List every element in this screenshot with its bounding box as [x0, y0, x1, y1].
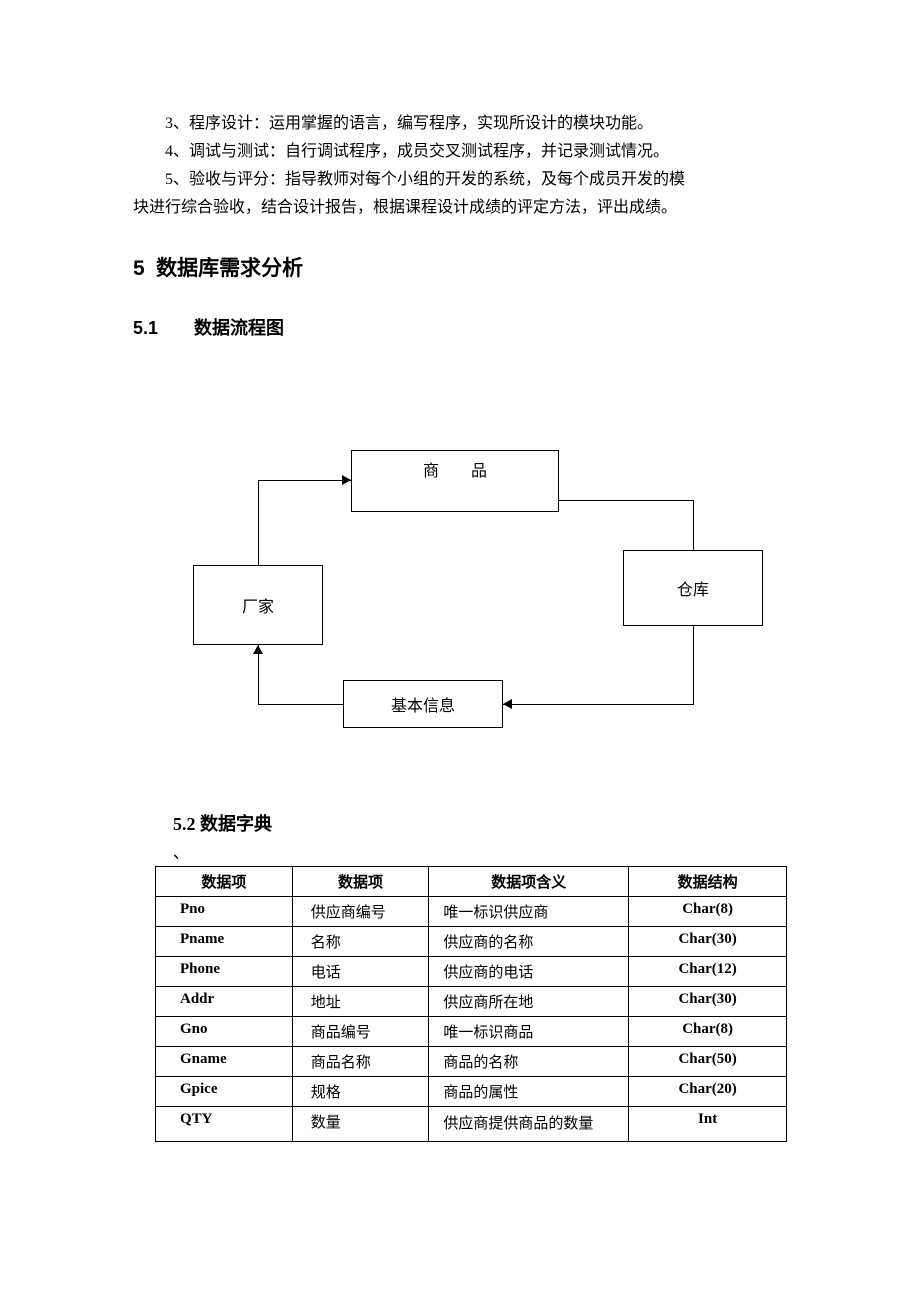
table-cell: 供应商提供商品的数量 [429, 1107, 629, 1142]
table-cell: Pno [156, 897, 293, 927]
table-cell: Phone [156, 957, 293, 987]
table-cell: 供应商的名称 [429, 927, 629, 957]
node-info-label: 基本信息 [391, 692, 455, 716]
table-cell: Char(30) [629, 987, 787, 1017]
table-row: Gno商品编号唯一标识商品Char(8) [156, 1017, 787, 1047]
table-cell: Gpice [156, 1077, 293, 1107]
stray-mark: 、 [173, 844, 787, 864]
table-cell: 供应商编号 [292, 897, 429, 927]
table-cell: 唯一标识商品 [429, 1017, 629, 1047]
table-cell: 唯一标识供应商 [429, 897, 629, 927]
node-goods: 商 品 [351, 450, 559, 512]
heading-section-5-1: 5.1 数据流程图 [133, 314, 787, 340]
table-row: QTY数量供应商提供商品的数量Int [156, 1107, 787, 1142]
edge-factory-goods-v [258, 480, 259, 565]
table-header-cell: 数据项含义 [429, 867, 629, 897]
table-cell: 商品编号 [292, 1017, 429, 1047]
heading-number: 5 [133, 257, 156, 281]
heading-text: 数据库需求分析 [156, 257, 303, 280]
table-cell: 地址 [292, 987, 429, 1017]
arrow-warehouse-info [503, 699, 512, 709]
table-cell: Char(20) [629, 1077, 787, 1107]
node-factory: 厂家 [193, 565, 323, 645]
table-cell: 规格 [292, 1077, 429, 1107]
heading-section-5-2: 5.2 数据字典 [173, 810, 787, 836]
edge-goods-warehouse-h [559, 500, 693, 501]
table-cell: Char(50) [629, 1047, 787, 1077]
table-cell: Char(12) [629, 957, 787, 987]
edge-warehouse-info-v [693, 626, 694, 704]
table-cell: Gname [156, 1047, 293, 1077]
edge-warehouse-info-h [503, 704, 694, 705]
table-cell: 商品的名称 [429, 1047, 629, 1077]
table-cell: 供应商所在地 [429, 987, 629, 1017]
data-flow-diagram: 商 品 厂家 仓库 基本信息 [133, 380, 783, 760]
edge-info-factory-v [258, 645, 259, 705]
table-header-cell: 数据结构 [629, 867, 787, 897]
table-row: Gpice规格商品的属性Char(20) [156, 1077, 787, 1107]
node-goods-label: 商 品 [423, 457, 487, 481]
node-factory-label: 厂家 [242, 593, 274, 617]
table-cell: 数量 [292, 1107, 429, 1142]
edge-info-factory-h [258, 704, 343, 705]
table-cell: 名称 [292, 927, 429, 957]
paragraph-5a: 5、验收与评分：指导教师对每个小组的开发的系统，及每个成员开发的模 [133, 166, 787, 194]
node-warehouse: 仓库 [623, 550, 763, 626]
node-warehouse-label: 仓库 [677, 576, 709, 600]
node-info: 基本信息 [343, 680, 503, 728]
table-row: Pno供应商编号唯一标识供应商Char(8) [156, 897, 787, 927]
table-cell: Pname [156, 927, 293, 957]
table-body: Pno供应商编号唯一标识供应商Char(8)Pname名称供应商的名称Char(… [156, 897, 787, 1142]
table-cell: 供应商的电话 [429, 957, 629, 987]
table-cell: Addr [156, 987, 293, 1017]
table-cell: 电话 [292, 957, 429, 987]
table-row: Pname名称供应商的名称Char(30) [156, 927, 787, 957]
table-header-cell: 数据项 [292, 867, 429, 897]
table-row: Addr地址供应商所在地Char(30) [156, 987, 787, 1017]
edge-goods-warehouse-v [693, 500, 694, 550]
table-cell: Gno [156, 1017, 293, 1047]
heading-section-5: 5数据库需求分析 [133, 252, 787, 282]
table-cell: Int [629, 1107, 787, 1142]
table-cell: 商品名称 [292, 1047, 429, 1077]
table-cell: Char(8) [629, 897, 787, 927]
table-cell: QTY [156, 1107, 293, 1142]
table-row: Gname商品名称商品的名称Char(50) [156, 1047, 787, 1077]
table-row: Phone电话供应商的电话Char(12) [156, 957, 787, 987]
paragraph-3: 3、程序设计：运用掌握的语言，编写程序，实现所设计的模块功能。 [133, 110, 787, 138]
arrow-factory-goods [342, 475, 351, 485]
paragraph-5b: 块进行综合验收，结合设计报告，根据课程设计成绩的评定方法，评出成绩。 [133, 194, 787, 222]
data-dictionary-table: 数据项 数据项 数据项含义 数据结构 Pno供应商编号唯一标识供应商Char(8… [155, 866, 787, 1142]
table-cell: 商品的属性 [429, 1077, 629, 1107]
table-header-cell: 数据项 [156, 867, 293, 897]
edge-factory-goods-h [258, 480, 351, 481]
table-cell: Char(8) [629, 1017, 787, 1047]
arrow-info-factory [253, 645, 263, 654]
paragraph-4: 4、调试与测试：自行调试程序，成员交叉测试程序，并记录测试情况。 [133, 138, 787, 166]
table-cell: Char(30) [629, 927, 787, 957]
table-header-row: 数据项 数据项 数据项含义 数据结构 [156, 867, 787, 897]
